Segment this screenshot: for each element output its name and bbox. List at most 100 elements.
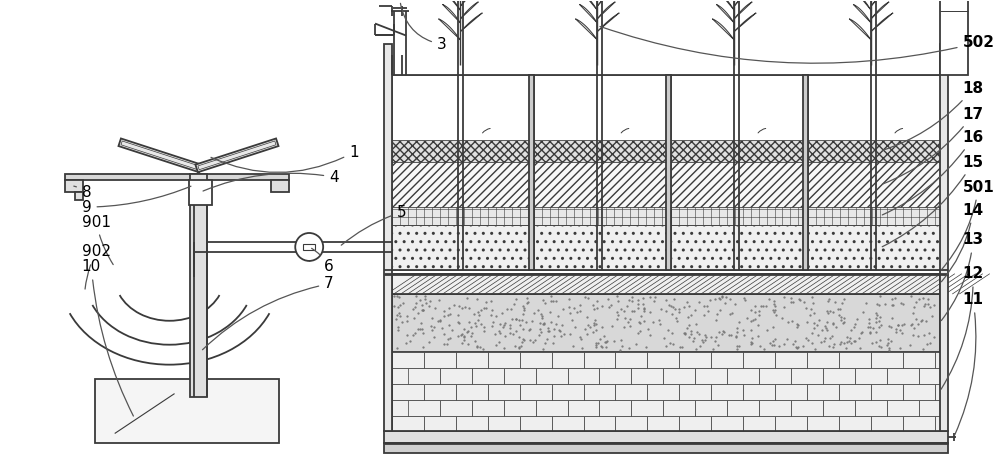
Bar <box>384 444 948 453</box>
Bar <box>504 400 536 415</box>
Text: 18: 18 <box>882 81 984 150</box>
Bar <box>727 368 759 383</box>
Bar <box>855 368 887 383</box>
Bar <box>599 400 631 415</box>
Bar <box>615 383 647 400</box>
Bar <box>808 207 940 225</box>
Bar <box>647 352 679 368</box>
Bar <box>759 400 791 415</box>
Bar <box>887 400 919 415</box>
Polygon shape <box>597 0 611 6</box>
Polygon shape <box>460 2 478 19</box>
Bar <box>408 368 440 383</box>
Bar <box>808 225 940 270</box>
Polygon shape <box>871 13 893 31</box>
Bar <box>529 75 534 270</box>
Bar <box>392 415 424 432</box>
Bar <box>271 180 289 192</box>
Bar <box>534 140 666 162</box>
Bar <box>392 140 529 162</box>
Bar <box>121 141 199 170</box>
Bar <box>727 400 759 415</box>
Bar <box>919 400 940 415</box>
Bar <box>424 352 456 368</box>
Bar <box>743 415 775 432</box>
Bar <box>903 415 935 432</box>
Text: 2: 2 <box>0 461 1 462</box>
Bar <box>839 415 871 432</box>
Polygon shape <box>716 4 734 23</box>
Bar <box>839 352 871 368</box>
Polygon shape <box>583 0 597 10</box>
Bar <box>536 368 568 383</box>
Text: 14: 14 <box>941 202 984 282</box>
Bar <box>940 44 948 432</box>
Bar <box>392 383 424 400</box>
Polygon shape <box>720 0 734 10</box>
Bar <box>775 415 807 432</box>
Bar <box>671 75 803 140</box>
Bar <box>808 162 940 207</box>
Bar <box>695 368 727 383</box>
Polygon shape <box>597 13 619 31</box>
Bar <box>599 368 631 383</box>
Bar <box>65 174 289 180</box>
Bar <box>823 368 855 383</box>
Bar <box>536 400 568 415</box>
Bar <box>791 400 823 415</box>
Bar <box>743 383 775 400</box>
Bar <box>671 207 803 225</box>
Bar <box>711 415 743 432</box>
Bar <box>711 352 743 368</box>
Text: 13: 13 <box>941 232 984 321</box>
Bar <box>615 415 647 432</box>
Bar <box>919 368 940 383</box>
Text: 4: 4 <box>203 170 339 191</box>
Bar <box>808 75 940 140</box>
Bar <box>392 162 529 207</box>
Bar <box>935 352 940 368</box>
Bar <box>384 44 392 432</box>
Text: 501: 501 <box>941 180 994 270</box>
Bar <box>759 368 791 383</box>
Polygon shape <box>853 4 871 23</box>
Bar <box>803 75 808 270</box>
Bar <box>534 225 666 270</box>
Bar <box>775 383 807 400</box>
Bar <box>791 368 823 383</box>
Bar <box>935 415 940 432</box>
Polygon shape <box>575 19 597 40</box>
Bar <box>903 352 935 368</box>
Text: 1: 1 <box>211 145 359 172</box>
Bar <box>839 383 871 400</box>
Bar <box>584 415 615 432</box>
Text: 11: 11 <box>955 292 984 435</box>
Bar <box>488 383 520 400</box>
Bar <box>935 383 940 400</box>
Bar <box>472 368 504 383</box>
Polygon shape <box>712 19 734 40</box>
Bar <box>189 180 212 205</box>
Bar <box>303 244 315 250</box>
Bar <box>520 415 552 432</box>
Bar <box>118 139 202 172</box>
Bar <box>534 162 666 207</box>
Bar <box>456 383 488 400</box>
Polygon shape <box>871 2 889 19</box>
Bar <box>568 400 599 415</box>
Text: 10: 10 <box>82 259 133 416</box>
Polygon shape <box>734 0 748 6</box>
Bar <box>807 383 839 400</box>
Text: 902: 902 <box>82 244 111 289</box>
Bar <box>424 383 456 400</box>
Bar <box>855 400 887 415</box>
Bar <box>392 225 529 270</box>
Bar <box>871 352 903 368</box>
Text: 16: 16 <box>882 130 984 215</box>
Text: 502: 502 <box>600 26 995 63</box>
Polygon shape <box>597 2 615 19</box>
Text: 3: 3 <box>400 3 447 52</box>
Bar <box>408 400 440 415</box>
Polygon shape <box>734 2 752 19</box>
Bar <box>392 368 424 383</box>
